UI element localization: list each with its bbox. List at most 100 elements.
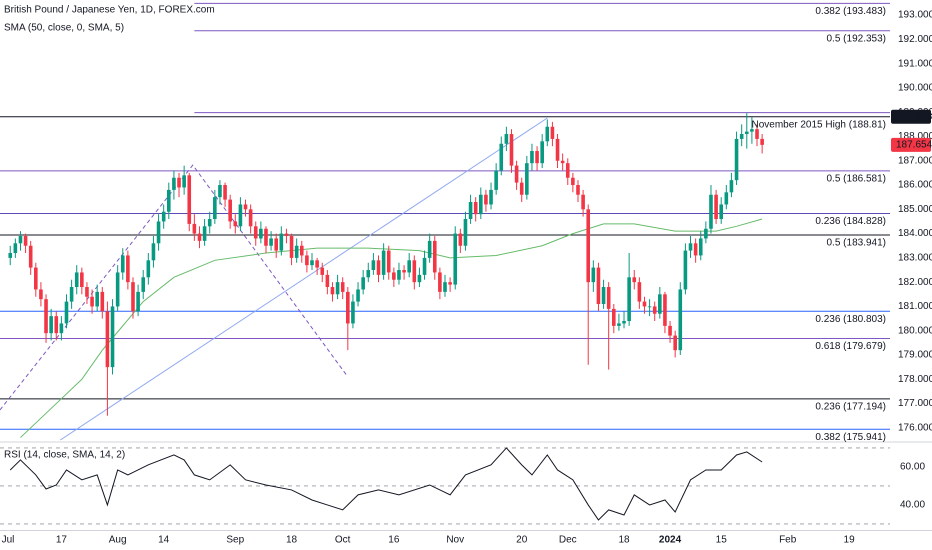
candle-body: [54, 316, 59, 334]
candle-body: [279, 233, 284, 251]
candle-body: [325, 274, 330, 288]
candle-body: [432, 240, 437, 273]
axes: 176.000 177.000 178.000 179.000 180.000 181.0…: [2, 6, 932, 546]
x-tick-label: Jul: [2, 535, 15, 546]
candle-body: [151, 243, 156, 261]
x-tick-label: 2024: [659, 535, 682, 546]
y-tick-label: 188.000: [898, 131, 932, 142]
candle-body: [453, 233, 458, 285]
candle-body: [105, 311, 110, 368]
candle-body: [13, 243, 18, 254]
candle-body: [381, 250, 386, 275]
level-label: 0.236 (177.194): [815, 402, 886, 413]
level-label: 0.5 (192.353): [827, 33, 887, 44]
candle-body: [340, 282, 345, 292]
y-tick-label: 178.000: [898, 374, 932, 385]
candle-body: [39, 289, 43, 300]
candle-body: [479, 194, 483, 215]
candle-body: [177, 177, 181, 188]
candle-body: [744, 131, 749, 135]
candle-body: [509, 134, 514, 166]
trend-drawing: [0, 164, 349, 411]
candle-body: [172, 177, 176, 190]
candle-body: [448, 282, 452, 285]
candle-body: [110, 306, 115, 368]
candle-body: [683, 250, 688, 290]
candle-body: [514, 165, 519, 183]
candle-body: [80, 272, 84, 288]
y-tick-label: 184.000: [898, 228, 932, 239]
candle-body: [320, 267, 325, 275]
level-label: 0.382 (193.483): [815, 6, 886, 17]
candle-body: [28, 245, 33, 268]
level-label: 0.5 (186.581): [827, 174, 887, 185]
candle-body: [468, 202, 473, 220]
y-tick-label: 190.000: [898, 83, 932, 94]
candle-body: [223, 185, 227, 200]
candle-body: [49, 316, 53, 334]
last-price-label: 187.654: [896, 140, 932, 151]
candle-body: [443, 282, 447, 292]
candle-body: [182, 175, 186, 188]
candle-body: [100, 291, 105, 312]
candle-body: [376, 260, 381, 275]
candle-body: [243, 204, 248, 210]
x-tick-label: Nov: [446, 535, 464, 546]
candle-body: [248, 209, 253, 227]
x-tick-label: 18: [286, 535, 298, 546]
candle-body: [622, 321, 626, 324]
candle-body: [141, 277, 146, 292]
rsi-line: [9, 447, 763, 521]
candle-body: [519, 182, 524, 195]
candle-body: [407, 260, 411, 273]
candle-body: [658, 294, 662, 314]
candle-body: [192, 223, 197, 234]
candle-body: [550, 126, 555, 139]
candle-body: [427, 240, 432, 258]
candle-body: [187, 175, 192, 224]
candle-body: [64, 301, 69, 324]
level-label: 0.618 (179.679): [815, 341, 886, 352]
candle-body: [627, 277, 631, 322]
candle-body: [494, 170, 498, 190]
candle-body: [678, 289, 683, 351]
candle-body: [264, 228, 268, 246]
candle-body: [739, 134, 744, 139]
candle-body: [284, 233, 289, 237]
level-label: 0.236 (180.803): [815, 314, 886, 325]
x-tick-label: 14: [158, 535, 170, 546]
last-price-box: [891, 137, 931, 152]
candle-body: [540, 141, 544, 164]
level-label: 0.382 (175.941): [815, 432, 886, 443]
sma-legend: SMA (50, close, 0, SMA, 5): [4, 23, 124, 34]
price-box-label: 188.813: [896, 111, 932, 122]
candle-body: [698, 238, 703, 256]
candle-body: [473, 202, 478, 215]
candle-body: [499, 143, 504, 171]
price-pane: [0, 2, 890, 441]
candle-body: [535, 151, 539, 164]
candle-body: [161, 211, 166, 222]
candle-body: [606, 287, 611, 309]
candle-body: [233, 221, 238, 227]
y-tick-label: 193.000: [898, 10, 932, 21]
candle-body: [315, 260, 319, 268]
candle-body: [760, 138, 764, 145]
candle-body: [361, 277, 365, 290]
candle-body: [642, 301, 647, 307]
y-tick-label: 182.000: [898, 277, 932, 288]
candle-body: [330, 287, 335, 295]
candle-body: [688, 243, 693, 251]
candle-body: [120, 255, 125, 273]
candle-body: [402, 270, 406, 273]
candle-body: [253, 226, 258, 239]
candle-body: [555, 138, 560, 161]
candle-body: [156, 221, 161, 244]
candle-body: [213, 197, 217, 220]
x-tick-label: 16: [388, 535, 400, 546]
candle-body: [755, 129, 759, 139]
x-tick-label: 17: [56, 535, 68, 546]
y-tick-label: 191.000: [898, 58, 932, 69]
candle-body: [560, 160, 565, 164]
